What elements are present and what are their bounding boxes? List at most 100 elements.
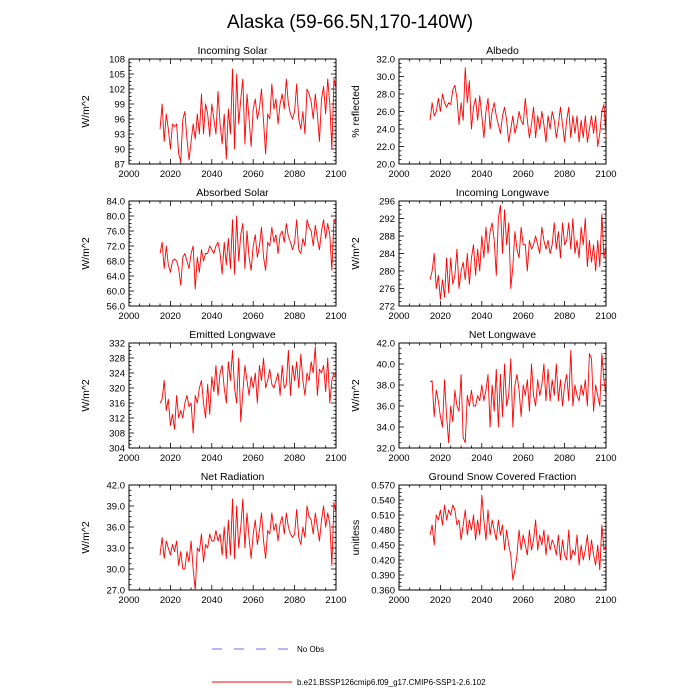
x-tick-label: 2040: [471, 453, 492, 464]
x-tick-label: 2100: [325, 453, 346, 464]
figure-title: Alaska (59-66.5N,170-140W): [227, 12, 473, 33]
y-tick-label: 64.0: [107, 272, 126, 283]
x-tick-label: 2060: [513, 311, 534, 322]
y-tick-label: 328: [109, 354, 125, 365]
x-tick-label: 2040: [201, 311, 222, 322]
y-tick-label: 20.0: [377, 160, 396, 171]
panel-title: Incoming Solar: [197, 45, 268, 57]
panel-6: Net Longwave W/m^2 2000 2020 2040 2060 2080 210…: [350, 329, 617, 464]
y-tick-label: 288: [379, 232, 395, 243]
x-tick-label: 2040: [201, 595, 222, 606]
x-tick-label: 2060: [243, 169, 264, 180]
y-tick-label: 76.0: [107, 227, 126, 238]
y-tick-label: 80.0: [107, 212, 126, 223]
x-tick-label: 2000: [388, 311, 409, 322]
y-tick-label: 24.0: [377, 125, 396, 136]
panel-title: Absorbed Solar: [196, 187, 269, 199]
y-tick-label: 99: [114, 100, 125, 111]
y-axis-label: % reflected: [350, 85, 362, 138]
legend-model-label: b.e21.BSSP126cmip6.f09_g17.CMIP6-SSP1-2.…: [297, 678, 486, 687]
y-axis-label: unitless: [350, 520, 362, 556]
y-tick-label: 72.0: [107, 242, 126, 253]
y-axis-label: W/m^2: [80, 237, 92, 270]
panel-title: Albedo: [486, 45, 519, 57]
x-tick-label: 2100: [595, 311, 616, 322]
x-tick-label: 2020: [160, 595, 181, 606]
y-tick-label: 320: [109, 384, 125, 395]
x-tick-label: 2060: [513, 595, 534, 606]
series-line: [159, 498, 337, 591]
series-line: [159, 346, 337, 434]
x-tick-label: 2080: [554, 311, 575, 322]
panels: Incoming Solar W/m^2 2000 2020 2040 2060 2080 2…: [80, 45, 617, 606]
panel-4: Incoming Longwave W/m^2 2000 2020 2040 2060 20…: [350, 187, 617, 322]
x-tick-label: 2040: [201, 453, 222, 464]
y-tick-label: 40.0: [377, 360, 396, 371]
y-tick-label: 0.390: [371, 571, 395, 582]
y-tick-label: 56.0: [107, 302, 126, 313]
x-tick-label: 2060: [513, 169, 534, 180]
y-tick-label: 87: [114, 160, 125, 171]
y-tick-label: 308: [109, 429, 125, 440]
y-tick-label: 0.510: [371, 511, 395, 522]
y-axis-label: W/m^2: [350, 237, 362, 270]
x-tick-label: 2100: [595, 453, 616, 464]
x-tick-label: 2100: [325, 169, 346, 180]
x-tick-label: 2000: [388, 595, 409, 606]
y-axis-label: W/m^2: [350, 379, 362, 412]
x-tick-label: 2020: [160, 453, 181, 464]
y-tick-label: 39.0: [107, 502, 126, 513]
y-tick-label: 284: [379, 249, 395, 260]
legend: No Obs b.e21.BSSP126cmip6.f09_g17.CMIP6-…: [212, 645, 486, 687]
x-tick-label: 2020: [160, 169, 181, 180]
plot-frame: [398, 58, 607, 165]
y-tick-label: 27.0: [107, 586, 126, 597]
x-tick-label: 2040: [471, 311, 492, 322]
x-tick-label: 2100: [595, 169, 616, 180]
y-tick-label: 276: [379, 284, 395, 295]
y-tick-label: 292: [379, 214, 395, 225]
y-tick-label: 105: [109, 70, 125, 81]
x-tick-label: 2000: [388, 453, 409, 464]
y-tick-label: 102: [109, 85, 125, 96]
y-tick-label: 108: [109, 55, 125, 66]
y-tick-label: 324: [109, 369, 125, 380]
panel-5: Emitted Longwave W/m^2 2000 2020 2040 2060 208…: [80, 329, 347, 464]
y-tick-label: 280: [379, 267, 395, 278]
x-tick-label: 2040: [471, 595, 492, 606]
y-tick-label: 0.420: [371, 556, 395, 567]
y-tick-label: 0.540: [371, 496, 395, 507]
y-tick-label: 32.0: [377, 444, 396, 455]
x-tick-label: 2080: [284, 595, 305, 606]
x-tick-label: 2080: [284, 169, 305, 180]
y-tick-label: 0.360: [371, 586, 395, 597]
panel-title: Emitted Longwave: [189, 329, 276, 341]
y-tick-label: 90: [114, 145, 125, 156]
y-tick-label: 0.450: [371, 541, 395, 552]
y-tick-label: 0.570: [371, 481, 395, 492]
y-tick-label: 332: [109, 339, 125, 350]
x-tick-label: 2060: [513, 453, 534, 464]
x-tick-label: 2060: [243, 453, 264, 464]
y-tick-label: 26.0: [377, 107, 396, 118]
x-tick-label: 2000: [118, 453, 139, 464]
y-tick-label: 93: [114, 130, 125, 141]
series-line: [429, 494, 607, 581]
y-tick-label: 0.480: [371, 526, 395, 537]
y-tick-label: 60.0: [107, 287, 126, 298]
x-tick-label: 2100: [325, 595, 346, 606]
series-line: [429, 204, 607, 300]
y-tick-label: 68.0: [107, 257, 126, 268]
series-line: [429, 67, 607, 147]
y-axis-label: W/m^2: [80, 379, 92, 412]
series-line: [429, 349, 607, 444]
y-tick-label: 32.0: [377, 55, 396, 66]
panel-2: Albedo % reflected 2000 2020 2040 2060 2080 210…: [350, 45, 617, 180]
panel-1: Incoming Solar W/m^2 2000 2020 2040 2060 2080 2…: [80, 45, 347, 180]
y-axis-label: W/m^2: [80, 95, 92, 128]
y-tick-label: 304: [109, 444, 125, 455]
y-tick-label: 42.0: [377, 339, 396, 350]
y-tick-label: 296: [379, 197, 395, 208]
x-tick-label: 2080: [554, 169, 575, 180]
